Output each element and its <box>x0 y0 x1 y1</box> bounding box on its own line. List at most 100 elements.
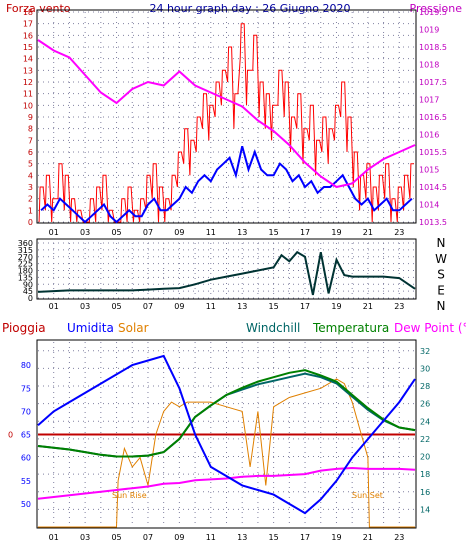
y2-tick-label: 22 <box>420 435 430 444</box>
compass-letter: S <box>437 268 445 282</box>
x-tick-label: 15 <box>269 302 279 311</box>
x-tick-label: 19 <box>331 302 341 311</box>
legend-windchill: Windchill <box>246 321 300 335</box>
y-tick-label: 13 <box>23 66 33 75</box>
y2-tick-label: 24 <box>420 417 430 426</box>
y2-tick-label: 30 <box>420 364 430 373</box>
wind-direction-line <box>37 250 416 296</box>
y2-tick-label: 1017.5 <box>419 78 447 87</box>
y2-tick-label: 1014 <box>419 201 439 210</box>
wind-force-title: Forza vento <box>6 2 71 15</box>
y2-tick-label: 1015.5 <box>419 148 447 157</box>
y-tick-label: 0 <box>28 218 33 227</box>
y-tick-label: 45 <box>23 287 33 296</box>
y-tick-label: 9 <box>28 113 33 122</box>
direction-panel-frame <box>36 238 417 300</box>
y-tick-label: 12 <box>23 78 33 87</box>
compass-letter: N <box>437 236 446 250</box>
dewpoint-line <box>37 466 416 500</box>
x-tick-label: 09 <box>174 533 184 542</box>
x-tick-label: 15 <box>269 228 279 237</box>
x-tick-label: 19 <box>331 533 341 542</box>
y-tick-label: 315 <box>18 246 33 255</box>
y-tick-label: 360 <box>18 239 33 248</box>
sunset-label: Sun Set <box>352 491 383 500</box>
x-tick-label: 03 <box>80 302 90 311</box>
y2-tick-label: 28 <box>420 382 430 391</box>
x-tick-label: 17 <box>300 302 310 311</box>
y-tick-label: 75 <box>21 384 31 393</box>
x-tick-label: 07 <box>143 228 153 237</box>
humidity-line <box>37 354 416 515</box>
y2-tick-label: 1016.5 <box>419 113 447 122</box>
y-tick-label: 4 <box>28 171 33 180</box>
x-tick-label: 23 <box>394 533 404 542</box>
legend-dewpoint: Dew Point (°C) <box>394 321 466 335</box>
y-tick-label: 7 <box>28 136 33 145</box>
x-tick-label: 11 <box>206 533 216 542</box>
compass-letter: N <box>437 299 446 313</box>
x-tick-label: 19 <box>331 228 341 237</box>
wind-average-line <box>40 145 413 224</box>
y-tick-label: 1 <box>28 206 33 215</box>
y-tick-label: 8 <box>28 125 33 134</box>
sunrise-label: Sun Rise <box>112 491 147 500</box>
y-tick-label: 18 <box>23 8 33 17</box>
y-tick-label: 0 <box>28 294 33 303</box>
y2-tick-label: 1019.5 <box>419 8 447 17</box>
x-tick-label: 05 <box>111 533 121 542</box>
y2-tick-label: 1015 <box>419 166 439 175</box>
y2-tick-label: 1016 <box>419 131 439 140</box>
y-tick-label: 14 <box>23 55 33 64</box>
x-tick-label: 01 <box>49 533 59 542</box>
temperature-line <box>37 369 416 458</box>
y2-tick-label: 1014.5 <box>419 183 447 192</box>
y2-tick-label: 1019 <box>419 26 439 35</box>
x-tick-label: 11 <box>206 302 216 311</box>
y-tick-label: 80 <box>21 361 31 370</box>
x-tick-label: 21 <box>363 228 373 237</box>
y-tick-label: 6 <box>28 148 33 157</box>
x-tick-label: 21 <box>363 302 373 311</box>
x-tick-label: 09 <box>174 302 184 311</box>
y-tick-label: 16 <box>23 31 33 40</box>
y-tick-label: 17 <box>23 20 33 29</box>
y2-tick-label: 1018 <box>419 61 439 70</box>
y-tick-label: 65 <box>21 431 31 440</box>
y-tick-label: 50 <box>21 500 31 509</box>
x-tick-label: 21 <box>363 533 373 542</box>
x-tick-label: 05 <box>111 302 121 311</box>
y-tick-label: 60 <box>21 454 31 463</box>
x-tick-label: 23 <box>394 228 404 237</box>
y-tick-label: 55 <box>21 477 31 486</box>
rain-value-label: 0 <box>8 431 13 440</box>
compass-letter: W <box>435 252 447 266</box>
y2-tick-label: 1018.5 <box>419 43 447 52</box>
x-tick-label: 03 <box>80 533 90 542</box>
x-tick-label: 13 <box>237 533 247 542</box>
x-tick-label: 07 <box>143 302 153 311</box>
wind-panel-frame <box>36 9 417 224</box>
solar-line <box>38 378 415 528</box>
x-tick-label: 07 <box>143 533 153 542</box>
legend-rain: Pioggia <box>2 321 46 335</box>
y2-tick-label: 14 <box>420 505 430 514</box>
y-tick-label: 2 <box>28 195 33 204</box>
legend-temperature: Temperatura <box>312 321 389 335</box>
y2-tick-label: 1013.5 <box>419 218 447 227</box>
y-tick-label: 270 <box>18 253 33 262</box>
legend-humidity: Umidita <box>67 321 114 335</box>
x-tick-label: 03 <box>80 228 90 237</box>
y2-tick-label: 1017 <box>419 96 439 105</box>
y2-tick-label: 26 <box>420 400 430 409</box>
x-tick-label: 01 <box>49 302 59 311</box>
y-tick-label: 10 <box>23 101 33 110</box>
y-tick-label: 70 <box>21 407 31 416</box>
x-tick-label: 17 <box>300 228 310 237</box>
chart-title: 24 hour graph day : 26 Giugno 2020 <box>149 2 350 15</box>
temp-panel-frame <box>36 339 417 529</box>
x-tick-label: 13 <box>237 228 247 237</box>
y-tick-label: 225 <box>18 260 33 269</box>
